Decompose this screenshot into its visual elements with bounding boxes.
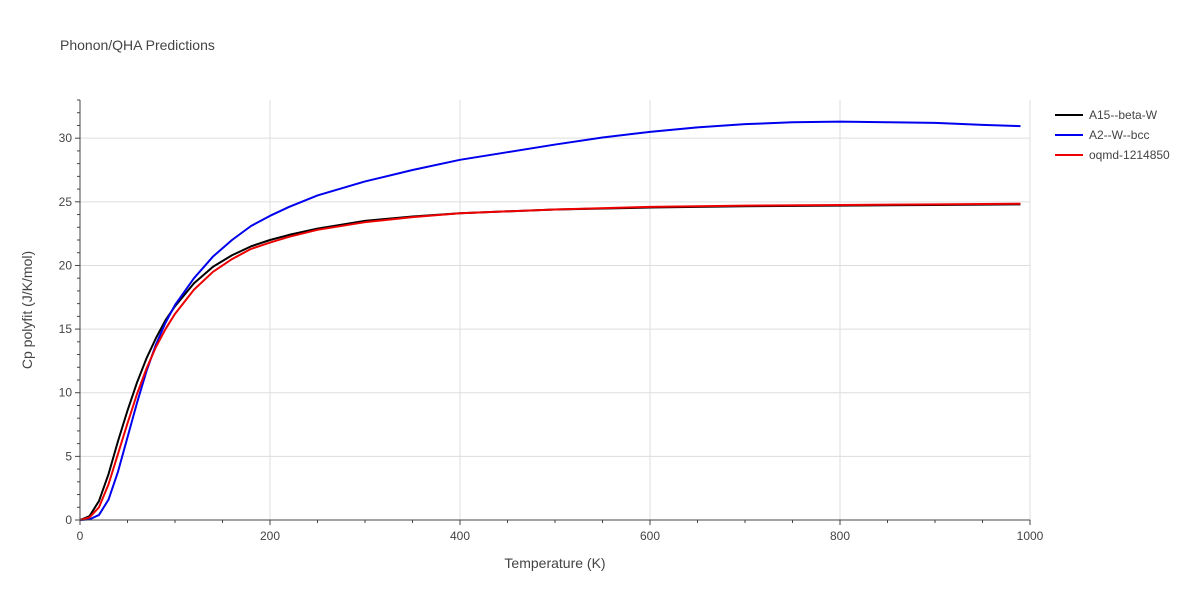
legend-label: oqmd-1214850 [1089,148,1170,162]
y-tick-label: 15 [59,322,73,336]
y-tick-label: 25 [59,195,73,209]
chart-title: Phonon/QHA Predictions [60,37,215,53]
legend[interactable]: A15--beta-W A2--W--bcc oqmd-1214850 [1055,108,1170,162]
y-axis-title: Cp polyfit (J/K/mol) [19,251,35,369]
x-axis-title: Temperature (K) [504,555,605,571]
x-tick-label: 400 [450,529,470,543]
series-layer [79,120,1021,521]
y-tick-label: 30 [59,131,73,145]
y-tick-label: 20 [59,258,73,272]
x-tick-label: 0 [77,529,84,543]
x-tick-label: 800 [830,529,850,543]
x-tick-label: 1000 [1017,529,1044,543]
legend-item[interactable]: oqmd-1214850 [1055,148,1170,162]
series-line-0[interactable] [79,203,1021,521]
legend-label: A15--beta-W [1089,108,1158,122]
y-tick-label: 0 [65,513,72,527]
x-tick-label: 600 [640,529,660,543]
x-tick-label: 200 [260,529,280,543]
series-line-2[interactable] [79,202,1021,521]
grid [80,100,1031,520]
y-tick-label: 10 [59,386,73,400]
axes [79,100,1030,521]
ticks: 0 5 10 15 20 25 30 0 200 400 600 800 1000 [59,99,1044,543]
legend-item[interactable]: A15--beta-W [1055,108,1158,122]
legend-item[interactable]: A2--W--bcc [1055,128,1149,142]
series-line-1[interactable] [79,120,1021,521]
y-tick-label: 5 [65,449,72,463]
legend-label: A2--W--bcc [1089,128,1149,142]
